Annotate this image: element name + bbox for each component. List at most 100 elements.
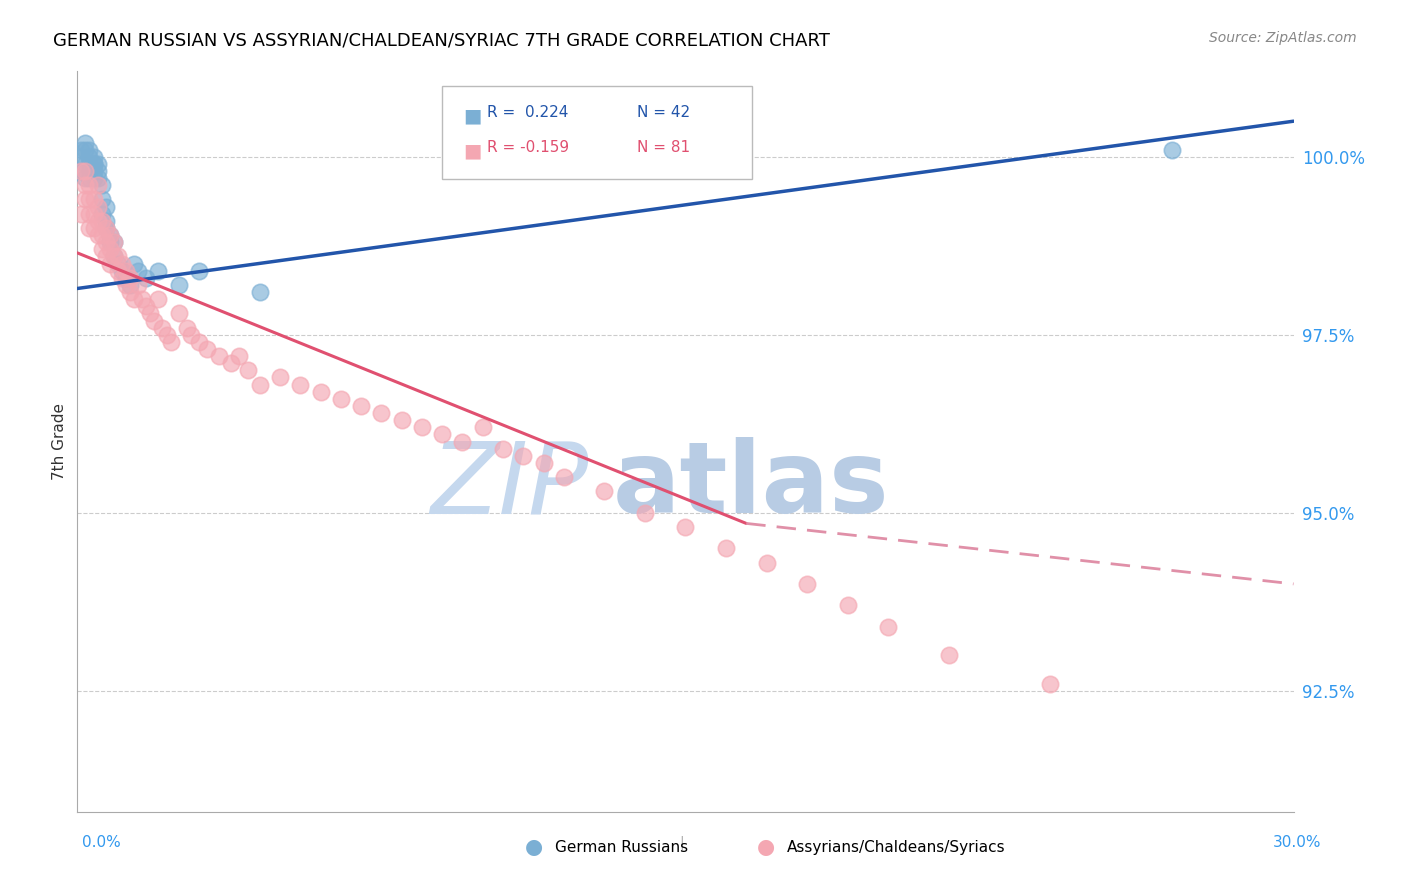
Point [135, 299, 157, 313]
Text: GERMAN RUSSIAN VS ASSYRIAN/CHALDEAN/SYRIAC 7TH GRADE CORRELATION CHART: GERMAN RUSSIAN VS ASSYRIAN/CHALDEAN/SYRI… [53, 31, 831, 49]
Text: German Russians: German Russians [555, 840, 689, 855]
Point [98, 243, 121, 257]
Point [796, 577, 818, 591]
Point [122, 292, 145, 306]
Point [249, 285, 271, 299]
Point [131, 292, 153, 306]
Point [90, 214, 112, 228]
Point [79, 221, 101, 235]
Point [350, 399, 373, 413]
Point [675, 520, 697, 534]
Point [148, 263, 170, 277]
FancyBboxPatch shape [441, 87, 752, 178]
Point [79, 193, 101, 207]
Point [512, 449, 534, 463]
Point [115, 277, 138, 292]
Point [180, 327, 202, 342]
Point [370, 406, 392, 420]
Text: 0.0%: 0.0% [82, 836, 121, 850]
Point [94, 214, 117, 228]
Point [634, 506, 657, 520]
Point [70, 164, 93, 178]
Point [714, 541, 737, 556]
Point [118, 277, 141, 292]
Point [75, 136, 97, 150]
Point [249, 377, 271, 392]
Text: N = 42: N = 42 [637, 104, 690, 120]
Point [86, 157, 108, 171]
Point [75, 193, 97, 207]
Point [79, 143, 101, 157]
Point [391, 413, 413, 427]
Point [107, 256, 129, 270]
Point [75, 178, 97, 193]
Text: Source: ZipAtlas.com: Source: ZipAtlas.com [1209, 31, 1357, 45]
Point [471, 420, 494, 434]
Point [837, 599, 859, 613]
Point [79, 171, 101, 186]
Text: N = 81: N = 81 [637, 140, 690, 155]
Text: ■: ■ [463, 142, 481, 161]
Point [755, 556, 778, 570]
Text: Assyrians/Chaldeans/Syriacs: Assyrians/Chaldeans/Syriacs [787, 840, 1005, 855]
Point [90, 193, 112, 207]
Point [107, 263, 129, 277]
Point [83, 157, 105, 171]
Point [79, 207, 101, 221]
Text: R = -0.159: R = -0.159 [488, 140, 569, 155]
Point [79, 178, 101, 193]
Point [83, 171, 105, 186]
Y-axis label: 7th Grade: 7th Grade [52, 403, 67, 480]
Text: atlas: atlas [613, 437, 889, 534]
Point [1039, 676, 1062, 690]
Text: ●: ● [526, 838, 543, 857]
Point [877, 620, 900, 634]
Point [195, 342, 218, 356]
Point [94, 221, 117, 235]
Point [86, 178, 108, 193]
Point [329, 392, 352, 406]
Point [208, 349, 231, 363]
Point [103, 249, 125, 263]
Text: ■: ■ [463, 106, 481, 125]
Point [111, 263, 134, 277]
Point [139, 306, 162, 320]
Point [90, 243, 112, 257]
Point [143, 313, 166, 327]
Point [115, 263, 138, 277]
Point [188, 334, 211, 349]
Point [75, 157, 97, 171]
Point [94, 235, 117, 250]
Point [107, 249, 129, 263]
Point [593, 484, 616, 499]
Point [938, 648, 960, 662]
Point [221, 356, 243, 370]
Text: R =  0.224: R = 0.224 [488, 104, 568, 120]
Point [70, 207, 93, 221]
Point [94, 249, 117, 263]
Point [83, 193, 105, 207]
Point [167, 306, 190, 320]
Point [411, 420, 433, 434]
Point [90, 207, 112, 221]
Point [135, 270, 157, 285]
Point [1161, 143, 1184, 157]
Text: ●: ● [758, 838, 775, 857]
Point [98, 228, 121, 243]
Point [94, 221, 117, 235]
Text: 30.0%: 30.0% [1274, 836, 1322, 850]
Point [86, 228, 108, 243]
Point [176, 320, 198, 334]
Point [86, 164, 108, 178]
Point [118, 285, 141, 299]
Point [167, 277, 190, 292]
Point [75, 143, 97, 157]
Point [75, 164, 97, 178]
Point [79, 164, 101, 178]
Point [152, 320, 174, 334]
Point [127, 277, 149, 292]
Point [115, 270, 138, 285]
Point [86, 214, 108, 228]
Point [290, 377, 312, 392]
Point [309, 384, 332, 399]
